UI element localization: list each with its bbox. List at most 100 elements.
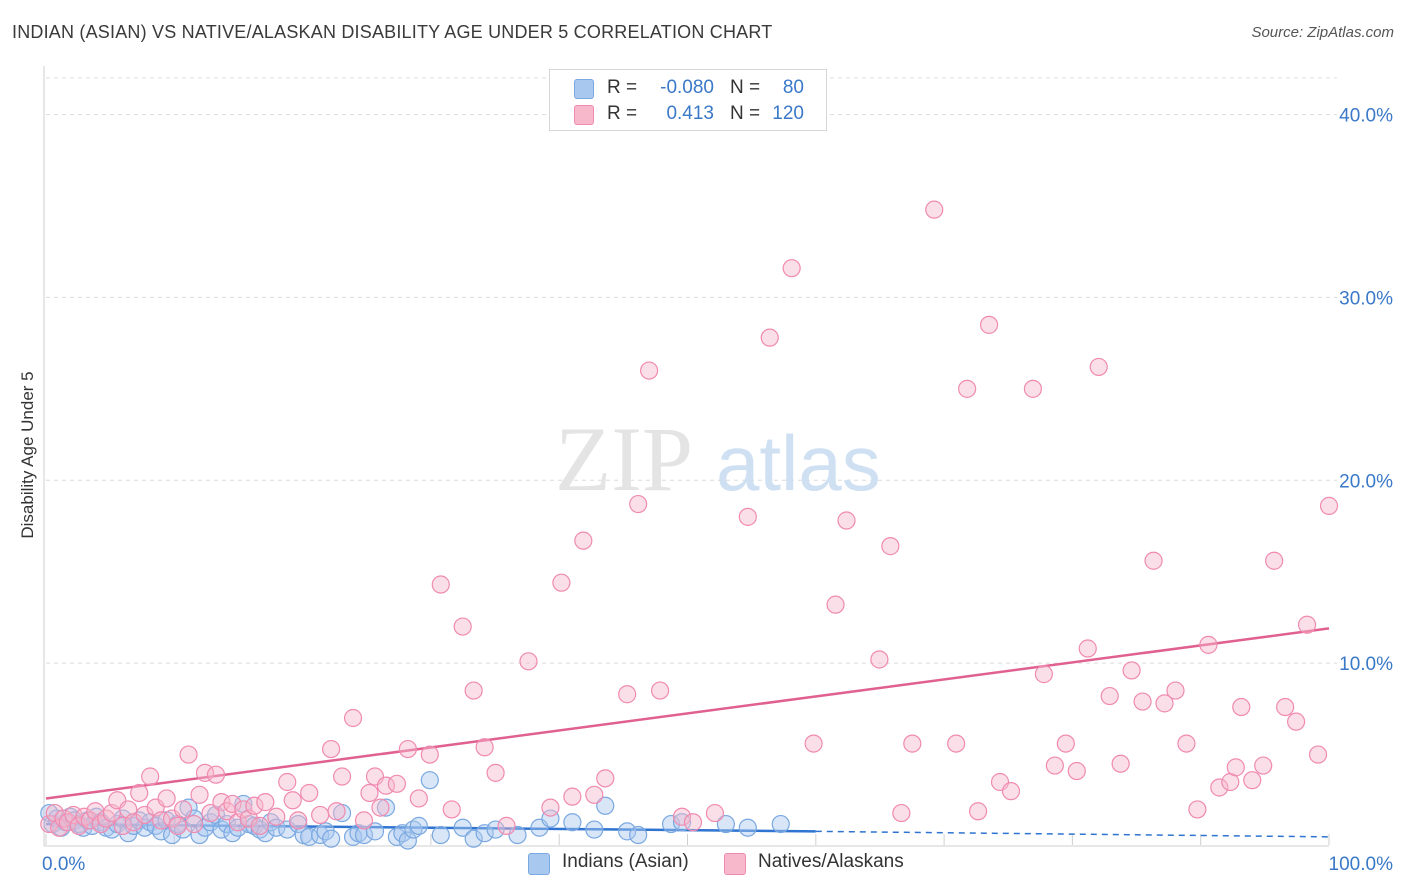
natives-point bbox=[97, 809, 116, 828]
natives-point bbox=[343, 708, 363, 728]
natives-point bbox=[1188, 800, 1207, 819]
natives-point bbox=[1210, 778, 1229, 797]
natives-point bbox=[870, 650, 889, 669]
natives-point bbox=[1122, 661, 1141, 680]
natives-point bbox=[173, 800, 193, 819]
indians-point bbox=[393, 824, 412, 843]
r-label: R = bbox=[607, 77, 638, 98]
natives-point bbox=[705, 803, 725, 823]
watermark: ZIP atlas bbox=[555, 408, 881, 510]
data-points bbox=[40, 200, 1339, 850]
indians-point bbox=[738, 818, 757, 837]
natives-point bbox=[596, 769, 615, 788]
natives-point bbox=[332, 767, 352, 786]
natives-point bbox=[1297, 615, 1317, 634]
legend-row-natives: R = 0.413 N = 120 bbox=[550, 101, 826, 127]
indians-point bbox=[409, 816, 428, 835]
natives-point bbox=[958, 379, 977, 398]
natives-point bbox=[640, 361, 659, 380]
natives-point bbox=[1319, 496, 1339, 515]
natives-point bbox=[124, 813, 143, 832]
indians-swatch bbox=[574, 79, 594, 99]
natives-point bbox=[903, 734, 922, 753]
natives-point bbox=[837, 511, 856, 530]
natives-point bbox=[1111, 754, 1130, 773]
natives-point bbox=[541, 798, 560, 817]
natives-point bbox=[979, 315, 999, 334]
natives-point bbox=[283, 791, 302, 810]
r-value: 0.413 bbox=[666, 103, 714, 124]
natives-point bbox=[1308, 745, 1328, 764]
indians-point bbox=[322, 829, 341, 848]
natives-trend-line bbox=[45, 627, 1330, 800]
natives-point bbox=[1232, 697, 1251, 717]
y-tick-label: 30.0% bbox=[1339, 288, 1393, 309]
natives-point bbox=[925, 200, 944, 219]
natives-point bbox=[327, 802, 346, 821]
natives-point bbox=[738, 507, 757, 526]
natives-point bbox=[398, 739, 417, 759]
natives-point bbox=[311, 805, 330, 825]
natives-point bbox=[442, 800, 461, 819]
source-label: Source: ZipAtlas.com bbox=[1251, 24, 1394, 41]
natives-point bbox=[1001, 782, 1021, 801]
natives-point bbox=[1067, 761, 1086, 781]
natives-point bbox=[760, 328, 779, 347]
indians-point bbox=[453, 818, 472, 837]
y-tick-label: 40.0% bbox=[1339, 106, 1393, 127]
natives-point bbox=[629, 494, 648, 514]
natives-point bbox=[1166, 681, 1185, 700]
natives-point bbox=[135, 805, 154, 825]
natives-point bbox=[1100, 686, 1119, 706]
natives-point bbox=[1276, 697, 1295, 717]
natives-point bbox=[223, 794, 242, 814]
natives-point bbox=[278, 772, 297, 792]
indians-point bbox=[354, 825, 374, 845]
natives-point bbox=[300, 783, 319, 803]
indians-point bbox=[261, 813, 280, 832]
indians-point bbox=[585, 820, 604, 839]
indians-point bbox=[420, 771, 439, 790]
natives-point bbox=[1045, 756, 1064, 775]
indians-point bbox=[398, 831, 417, 850]
natives-point bbox=[1243, 771, 1262, 790]
indians-point bbox=[563, 813, 582, 832]
indians-point bbox=[629, 825, 648, 845]
natives-point bbox=[1089, 357, 1108, 377]
indians-point bbox=[223, 824, 242, 843]
natives-point bbox=[947, 734, 966, 753]
legend-row-indians: R = -0.080 N = 80 bbox=[550, 75, 826, 101]
natives-point bbox=[354, 811, 374, 830]
natives-point bbox=[486, 763, 505, 782]
r-value: -0.080 bbox=[660, 77, 714, 98]
natives-point bbox=[1133, 692, 1152, 711]
natives-point bbox=[184, 814, 204, 834]
x-tick-label: 0.0% bbox=[42, 854, 85, 875]
natives-point bbox=[1199, 635, 1218, 654]
natives-point bbox=[289, 811, 308, 830]
natives-swatch bbox=[574, 105, 594, 125]
natives-point bbox=[475, 738, 494, 757]
natives-point bbox=[322, 739, 341, 759]
natives-point bbox=[881, 537, 900, 556]
natives-point bbox=[464, 681, 483, 700]
natives-point bbox=[1155, 694, 1174, 713]
natives-point bbox=[585, 785, 604, 804]
axes bbox=[43, 66, 1330, 847]
natives-point bbox=[91, 814, 110, 834]
grid-lines bbox=[46, 77, 1337, 664]
natives-point bbox=[157, 789, 176, 808]
natives-point bbox=[672, 807, 692, 826]
r-label: R = bbox=[607, 103, 638, 124]
indians-point bbox=[771, 814, 790, 834]
natives-point bbox=[245, 796, 264, 815]
indians-legend-swatch bbox=[528, 853, 550, 875]
indians-point bbox=[365, 822, 385, 841]
indians-point bbox=[716, 814, 735, 834]
natives-point bbox=[50, 818, 69, 837]
tick-labels: 10.0% 20.0% 30.0% 40.0% 0.0% 100.0% bbox=[42, 106, 1393, 875]
indians-point bbox=[119, 824, 138, 843]
natives-point bbox=[574, 531, 593, 550]
natives-point bbox=[1144, 551, 1163, 570]
natives-point bbox=[826, 595, 845, 614]
